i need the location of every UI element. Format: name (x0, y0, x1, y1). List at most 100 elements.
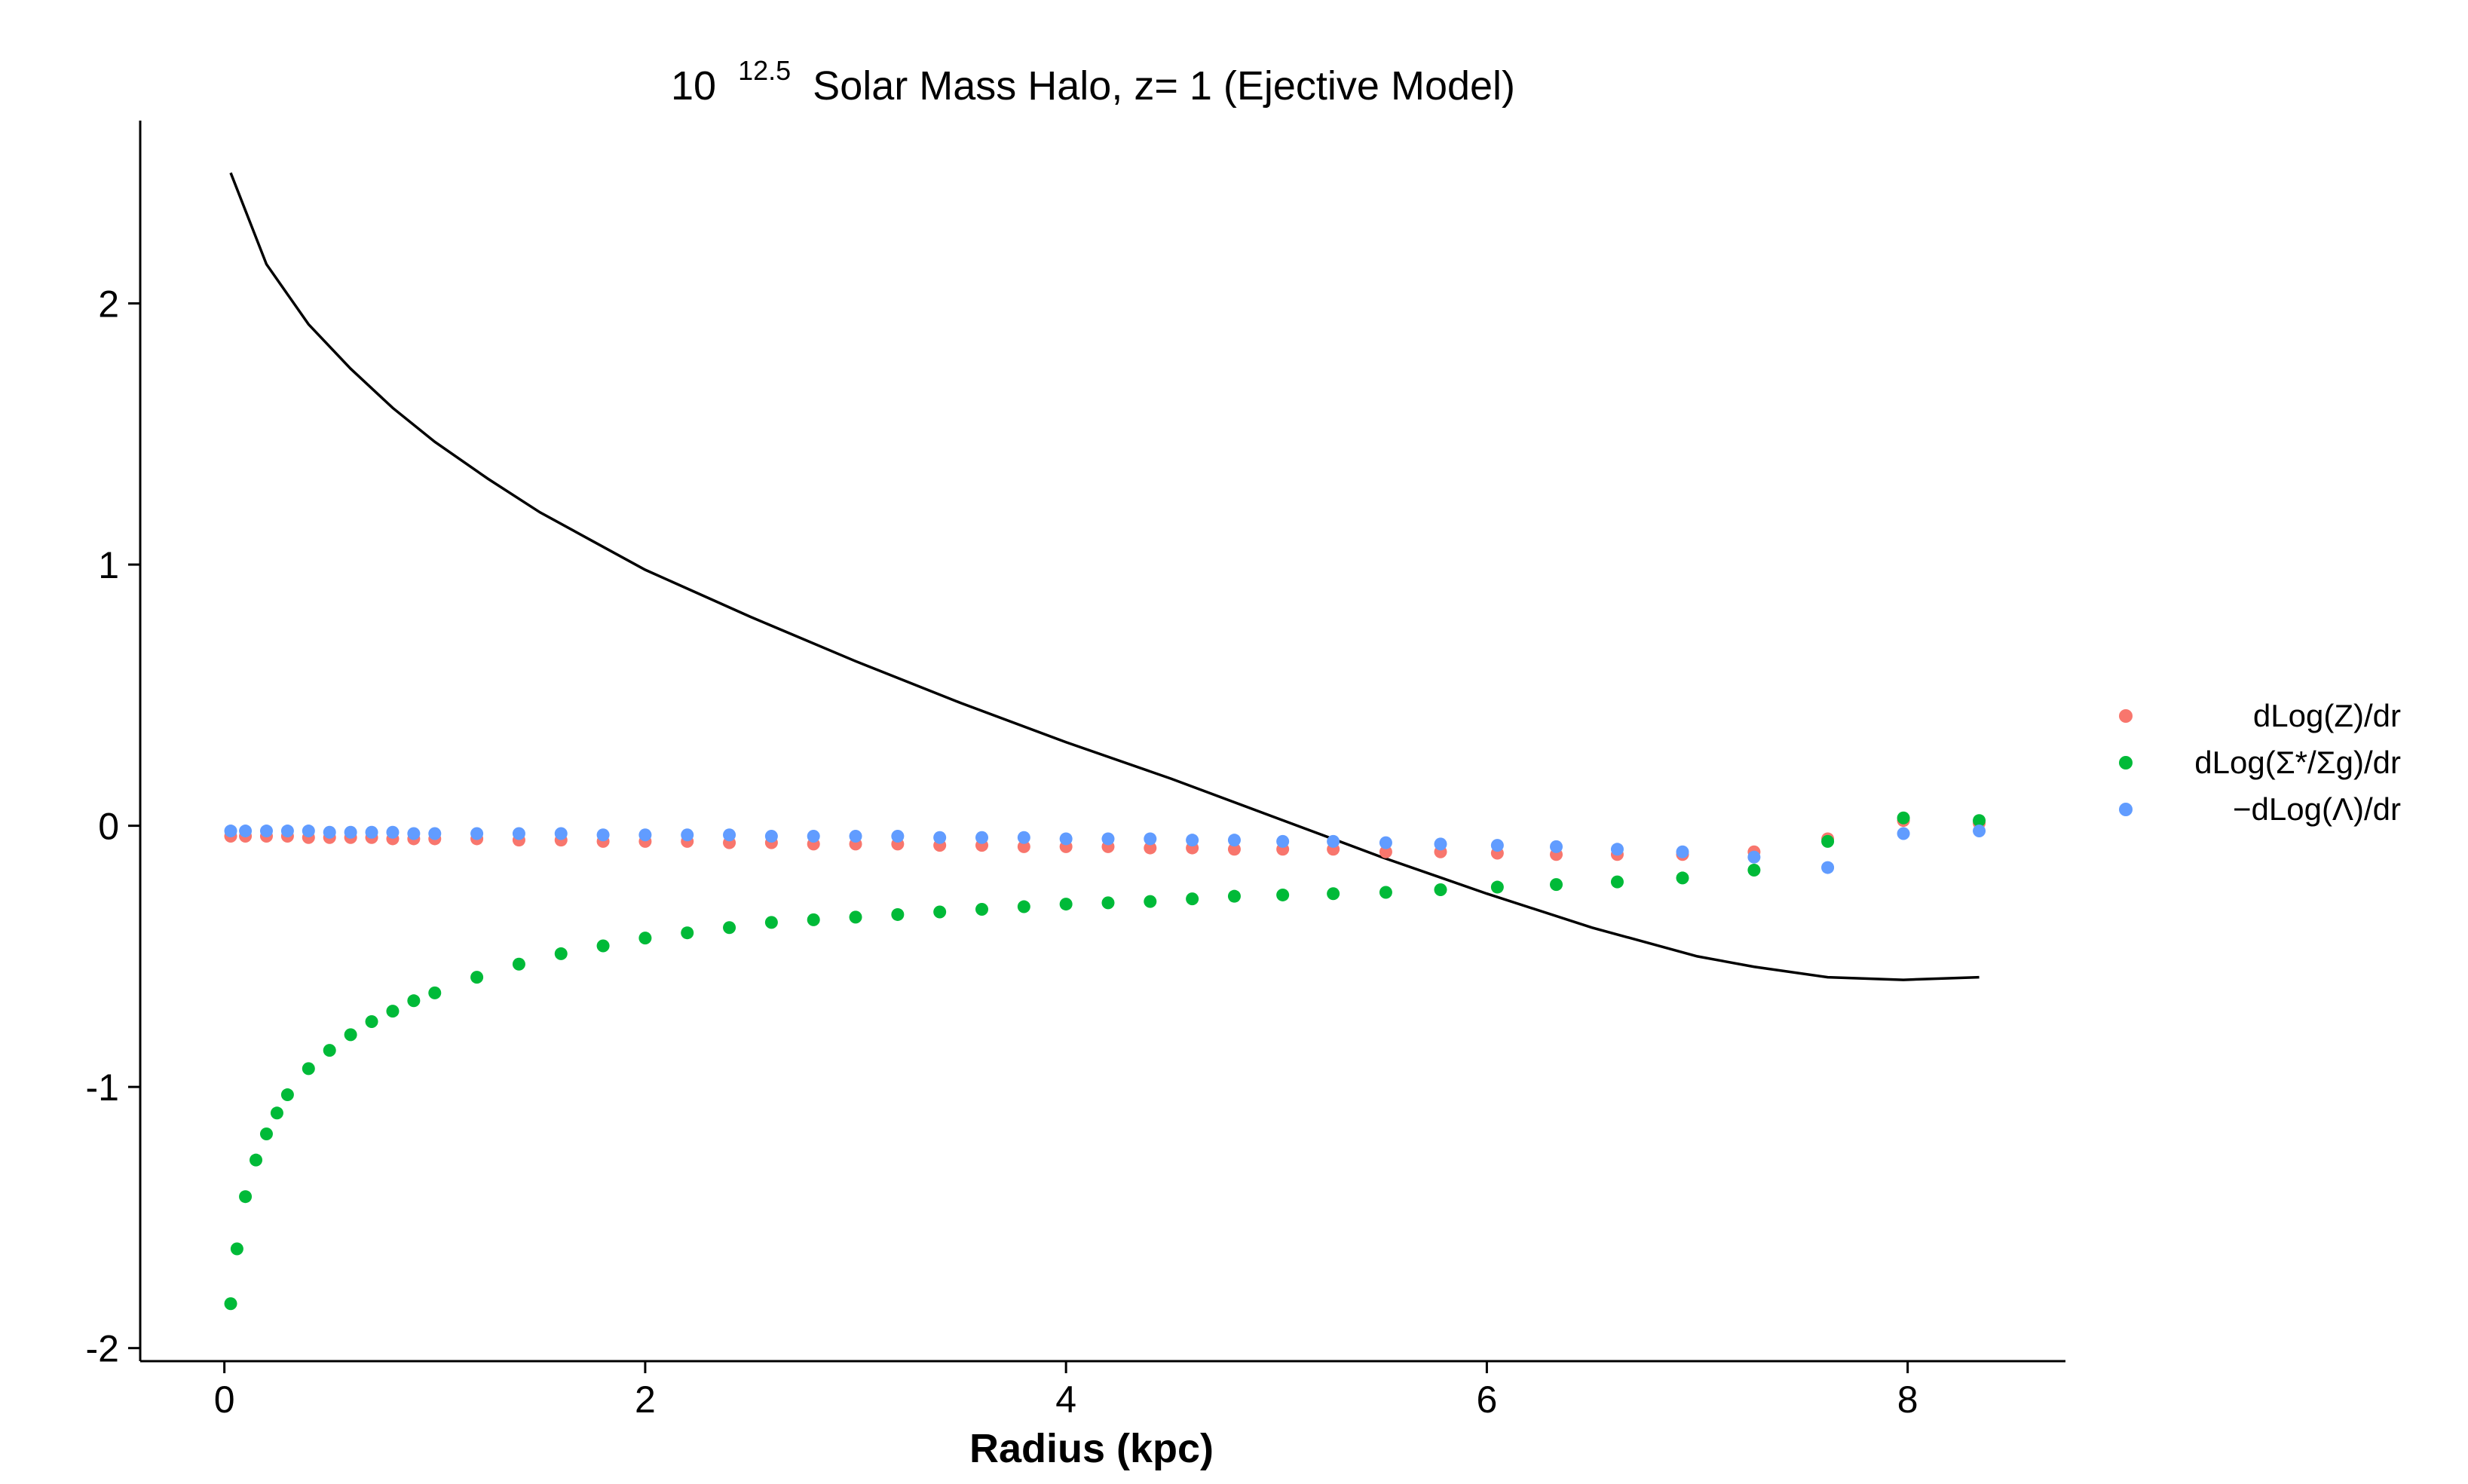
data-point (1973, 825, 1986, 838)
data-point (1379, 845, 1392, 858)
data-point (554, 827, 568, 840)
data-point (554, 947, 568, 960)
data-point (1327, 834, 1340, 848)
data-point (1227, 889, 1241, 903)
data-point (1227, 834, 1241, 847)
data-point (344, 1028, 357, 1042)
data-point (596, 828, 610, 842)
data-point (1821, 861, 1835, 874)
series-1-points (224, 811, 1986, 1311)
data-point (250, 1153, 263, 1167)
data-point (365, 1015, 378, 1029)
legend-label: dLog(Σ*/Σg)/dr (2194, 745, 2401, 780)
data-point (386, 1005, 400, 1018)
chart-title-exponent: 12.5 (738, 55, 791, 86)
data-point (1676, 845, 1689, 858)
data-point (1490, 839, 1504, 852)
data-point (1327, 887, 1340, 901)
trend-line-group (229, 172, 1980, 981)
data-point (259, 825, 273, 838)
data-point (1434, 883, 1447, 897)
data-point (428, 827, 442, 840)
y-tick-label: 2 (98, 283, 119, 326)
data-point (470, 971, 484, 984)
data-point (1144, 895, 1157, 908)
data-point (723, 921, 736, 935)
data-point (365, 825, 378, 839)
data-point (302, 825, 315, 838)
y-tick-label: -1 (86, 1066, 119, 1109)
data-point (1144, 841, 1157, 855)
data-point (302, 1062, 315, 1076)
data-point (239, 825, 253, 838)
legend: dLog(Z)/dr dLog(Σ*/Σg)/dr −dLog(Λ)/dr (2119, 698, 2401, 827)
data-point (764, 916, 778, 929)
tick-labels: 0 2 4 6 8 -2 -1 0 1 2 (86, 283, 1918, 1421)
data-point (975, 903, 989, 916)
data-point (224, 1297, 237, 1311)
data-point (1101, 896, 1115, 910)
data-point (1227, 843, 1241, 856)
y-tick-label: 0 (98, 806, 119, 848)
data-point (638, 828, 652, 842)
data-point (975, 831, 989, 844)
data-point (270, 1106, 283, 1120)
data-point (259, 1128, 273, 1141)
data-point (1897, 811, 1910, 825)
x-tick-label: 2 (635, 1378, 656, 1421)
data-point (1897, 827, 1910, 840)
chart-title-base: 10 (671, 63, 716, 109)
data-point (386, 825, 400, 839)
data-point (933, 905, 947, 919)
y-tick-label: -2 (86, 1328, 119, 1370)
data-point (1059, 898, 1073, 911)
x-tick-label: 8 (1897, 1378, 1918, 1421)
trend-line (229, 172, 1980, 981)
x-tick-label: 0 (214, 1378, 235, 1421)
data-point (280, 1088, 294, 1102)
data-point (807, 829, 820, 843)
data-point (230, 1242, 243, 1256)
x-axis-title: Radius (kpc) (969, 1426, 1214, 1471)
data-point (764, 829, 778, 843)
legend-label: −dLog(Λ)/dr (2233, 791, 2401, 827)
data-point (323, 1044, 336, 1057)
data-point (1017, 840, 1030, 853)
data-point (681, 926, 694, 940)
data-point (224, 825, 237, 838)
data-point (1379, 836, 1392, 849)
data-point (723, 828, 736, 842)
y-tick-label: 1 (98, 544, 119, 586)
data-point (428, 986, 442, 999)
data-point (512, 957, 525, 971)
data-point (1490, 880, 1504, 894)
axes (139, 121, 2065, 1363)
data-point (807, 913, 820, 926)
data-point (1550, 878, 1563, 892)
chart-title: 10 12.5 Solar Mass Halo, z= 1 (Ejective … (671, 44, 1515, 109)
data-point (1973, 814, 1986, 828)
data-point (407, 994, 421, 1008)
legend-key (2119, 709, 2133, 723)
scatter-points (224, 811, 1986, 1311)
data-point (1144, 832, 1157, 846)
data-point (239, 1190, 253, 1204)
legend-key (2119, 756, 2133, 770)
data-point (1434, 837, 1447, 851)
data-point (596, 939, 610, 953)
data-point (1550, 840, 1563, 853)
data-point (849, 910, 862, 924)
data-point (323, 825, 336, 839)
data-point (681, 828, 694, 842)
data-point (1186, 834, 1199, 847)
data-point (1676, 871, 1689, 885)
series-2-points (224, 825, 1986, 874)
data-point (1747, 850, 1761, 864)
data-point (1821, 834, 1835, 848)
data-point (891, 829, 905, 843)
data-point (1747, 864, 1761, 877)
data-point (512, 827, 525, 840)
data-point (638, 932, 652, 945)
